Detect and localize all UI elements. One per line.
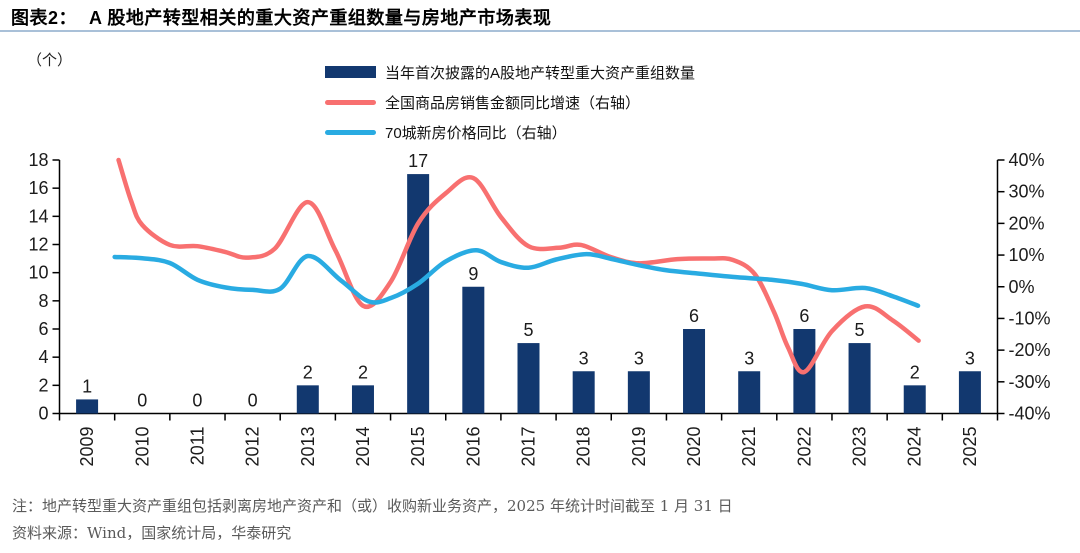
x-axis-label: 2014 [353, 427, 373, 467]
bar-value-label: 17 [408, 151, 428, 171]
x-axis-label: 2013 [298, 427, 318, 467]
bar-series-swatch-icon [325, 66, 376, 78]
legend-label: 70城新房价格同比（右轴） [385, 124, 567, 142]
bar-value-label: 3 [634, 348, 644, 368]
left-tick-label: 4 [38, 347, 48, 367]
bar-value-label: 9 [468, 264, 478, 284]
right-tick-label: 20% [1009, 213, 1045, 233]
bar-value-label: 6 [689, 306, 699, 326]
x-axis-label: 2016 [463, 427, 483, 467]
bar-value-label: 0 [137, 391, 147, 411]
x-axis-label: 2023 [850, 427, 870, 467]
left-axis-unit-label: （个） [27, 52, 73, 69]
bar [572, 371, 595, 414]
x-axis-label: 2017 [519, 427, 539, 467]
x-axis-label: 2009 [77, 427, 97, 467]
bar-value-label: 2 [910, 362, 920, 382]
bar [296, 385, 319, 414]
left-tick-label: 16 [28, 178, 48, 198]
left-tick-label: 10 [28, 263, 48, 283]
bar [351, 385, 374, 414]
chart-source: 资料来源：Wind，国家统计局，华泰研究 [12, 524, 292, 542]
red-line-swatch-icon [325, 99, 376, 105]
x-axis-label: 2011 [187, 427, 207, 466]
x-axis-label: 2022 [794, 427, 814, 467]
x-axis-label: 2010 [132, 427, 152, 467]
x-axis-label: 2019 [629, 427, 649, 467]
bar [76, 399, 99, 414]
x-axis-label: 2024 [905, 427, 925, 467]
legend-label: 当年首次披露的A股地产转型重大资产重组数量 [385, 64, 696, 82]
bar [958, 371, 981, 414]
x-axis-label: 2020 [684, 427, 704, 467]
legend-item-sales-growth-line: 全国商品房销售金额同比增速（右轴） [325, 87, 695, 117]
right-tick-label: -20% [1009, 340, 1051, 360]
right-tick-label: 10% [1009, 245, 1045, 265]
bar-value-label: 0 [192, 391, 202, 411]
chart-footnote: 注：地产转型重大资产重组包括剥离房地产资产和（或）收购新业务资产，2025 年统… [12, 497, 733, 515]
bar [683, 329, 706, 414]
x-axis-label: 2025 [960, 427, 980, 467]
x-axis-label: 2018 [574, 427, 594, 467]
bar [738, 371, 761, 414]
figure-title: A 股地产转型相关的重大资产重组数量与房地产市场表现 [89, 8, 552, 28]
left-tick-label: 0 [38, 404, 48, 424]
x-axis-label: 2012 [243, 427, 263, 467]
legend-item-price-index-line: 70城新房价格同比（右轴） [325, 117, 695, 147]
left-tick-label: 6 [38, 319, 48, 339]
bar [627, 371, 650, 414]
bar [903, 385, 926, 414]
x-axis-label: 2021 [739, 427, 759, 467]
figure-label: 图表2： [11, 8, 78, 28]
legend-label: 全国商品房销售金额同比增速（右轴） [385, 94, 641, 112]
legend-item-bar-series: 当年首次披露的A股地产转型重大资产重组数量 [325, 57, 695, 87]
bar-value-label: 5 [523, 320, 533, 340]
bar-value-label: 6 [799, 306, 809, 326]
left-tick-label: 2 [38, 375, 48, 395]
right-tick-label: 40% [1009, 150, 1045, 170]
bar [517, 343, 540, 414]
chart-legend: 当年首次披露的A股地产转型重大资产重组数量 全国商品房销售金额同比增速（右轴） … [325, 57, 695, 147]
bar-value-label: 3 [965, 348, 975, 368]
bar-value-label: 1 [82, 376, 92, 396]
bar-value-label: 0 [248, 391, 258, 411]
right-tick-label: 0% [1009, 277, 1035, 297]
bar-value-label: 3 [744, 348, 754, 368]
left-tick-label: 12 [28, 235, 48, 255]
bar-value-label: 2 [303, 362, 313, 382]
title-divider [0, 30, 1080, 32]
left-tick-label: 14 [28, 206, 48, 226]
figure-title-row: 图表2： A 股地产转型相关的重大资产重组数量与房地产市场表现 [11, 4, 551, 30]
bar [462, 286, 485, 414]
x-axis-label: 2015 [408, 427, 428, 467]
bar-value-label: 3 [579, 348, 589, 368]
right-tick-label: -40% [1009, 404, 1051, 424]
sales-growth-line [116, 157, 921, 375]
right-tick-label: -10% [1009, 308, 1051, 328]
bar [848, 343, 871, 414]
left-tick-label: 8 [38, 291, 48, 311]
bar-value-label: 5 [855, 320, 865, 340]
blue-line-swatch-icon [325, 129, 376, 135]
bar-value-label: 2 [358, 362, 368, 382]
left-tick-label: 18 [28, 150, 48, 170]
right-tick-label: 30% [1009, 182, 1045, 202]
price-index-line [112, 248, 921, 309]
right-tick-label: -30% [1009, 372, 1051, 392]
